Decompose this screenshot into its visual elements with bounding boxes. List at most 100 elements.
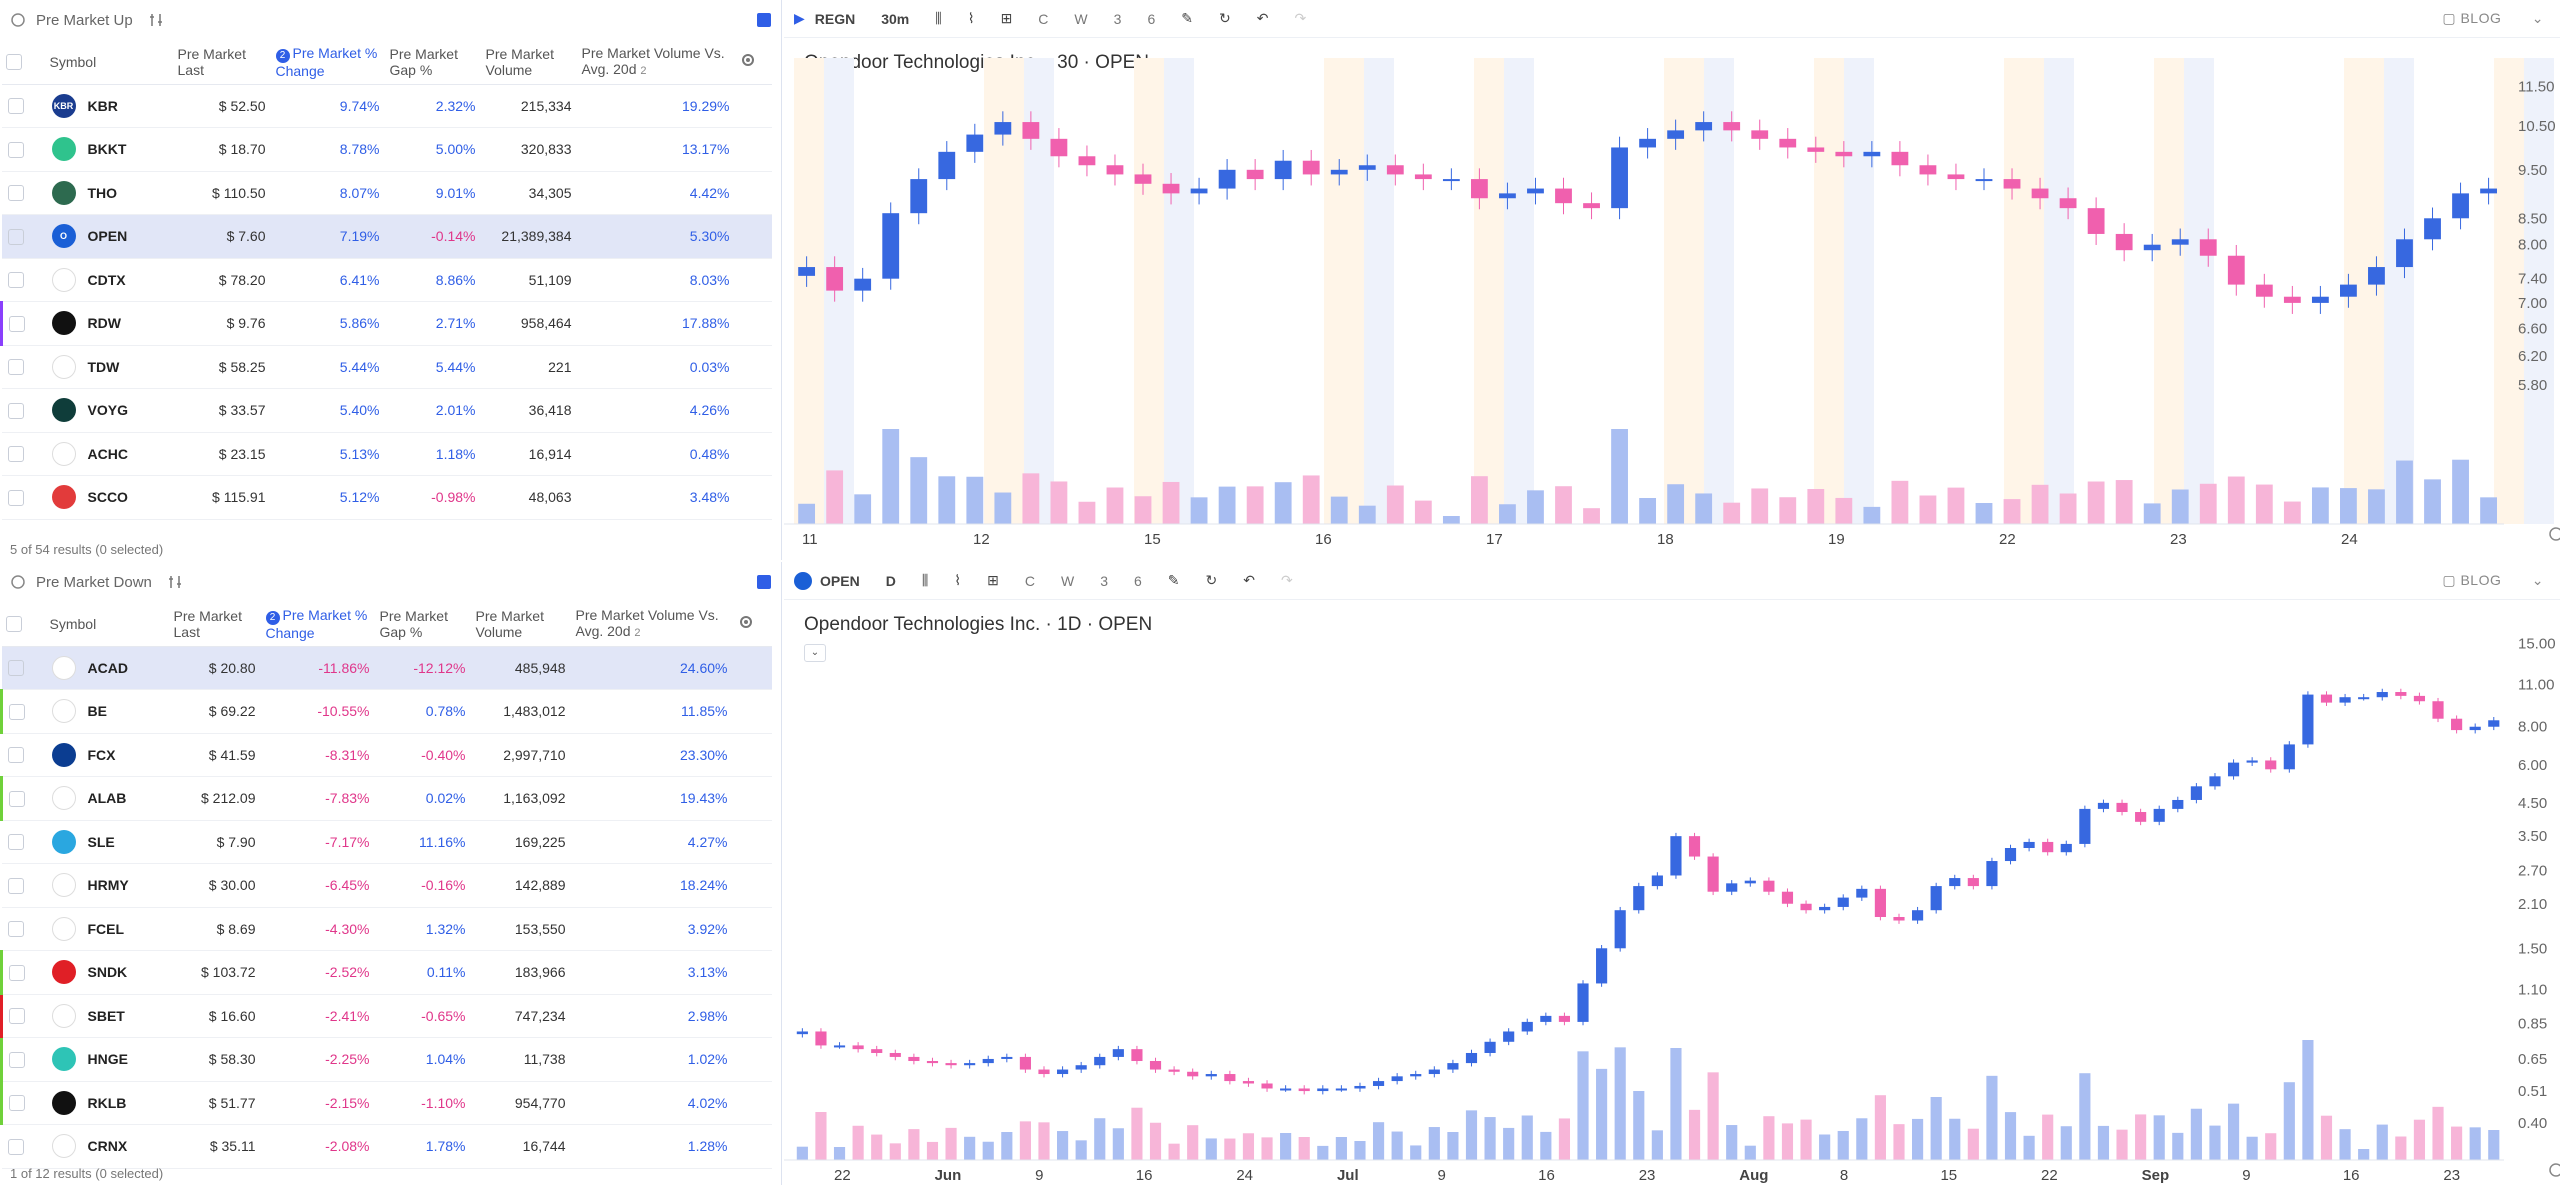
gear-icon[interactable]	[740, 52, 756, 68]
col-change[interactable]: 2 Pre Market % Change	[261, 602, 376, 647]
col-vol-avg[interactable]: Pre Market Volume Vs. Avg. 20d 2	[577, 40, 736, 85]
col-volume[interactable]: Pre Market Volume	[471, 602, 572, 647]
row-checkbox[interactable]	[7, 98, 24, 115]
undo-icon[interactable]: ↶	[1243, 572, 1255, 588]
row-checkbox[interactable]	[9, 703, 25, 720]
col-change[interactable]: 2 Pre Market % Change	[271, 40, 386, 85]
indicators-icon[interactable]: ⌇	[967, 10, 975, 26]
ticker-symbol[interactable]: RDW	[87, 315, 121, 332]
ticker-symbol[interactable]: ACAD	[87, 659, 128, 676]
row-checkbox[interactable]	[9, 315, 25, 332]
table-row[interactable]: SCCO $ 115.91 5.12% -0.98% 48,063 3.48%	[1, 475, 772, 520]
layout-3-button[interactable]: 3	[1113, 10, 1122, 27]
table-row[interactable]: FCEL $ 8.69 -4.30% 1.32% 153,550 3.92%	[1, 907, 772, 951]
row-checkbox[interactable]	[7, 921, 24, 938]
row-checkbox[interactable]	[7, 877, 24, 894]
layout-grid-icon[interactable]: ⊞	[987, 572, 999, 588]
ticker-symbol[interactable]: SCCO	[87, 489, 128, 506]
ticker-symbol[interactable]: FCEL	[87, 920, 125, 937]
table-row[interactable]: RKLB $ 51.77 -2.15% -1.10% 954,770 4.02%	[0, 1081, 772, 1125]
col-symbol[interactable]: Symbol	[45, 40, 174, 85]
refresh-icon[interactable]	[10, 12, 26, 28]
row-checkbox[interactable]	[7, 747, 24, 764]
table-row[interactable]: SBET $ 16.60 -2.41% -0.65% 747,234 2.98%	[0, 994, 772, 1038]
table-row[interactable]: FCX $ 41.59 -8.31% -0.40% 2,997,710 23.30%	[1, 733, 772, 777]
table-row[interactable]: THO $ 110.50 8.07% 9.01% 34,305 4.42%	[1, 171, 772, 215]
ticker-symbol[interactable]: ALAB	[87, 790, 127, 807]
row-checkbox[interactable]	[7, 228, 24, 245]
table-row[interactable]: ACHC $ 23.15 5.13% 1.18% 16,914 0.48%	[1, 432, 772, 476]
settings-sliders-icon[interactable]	[168, 575, 182, 589]
intraday-chart[interactable]: 11.50 10.50 9.50 8.50 8.00 7.40 7.00 6.60 6.20 5.…	[784, 38, 2560, 560]
ticker-symbol[interactable]: TDW	[87, 358, 120, 375]
row-checkbox[interactable]	[7, 446, 24, 463]
ticker-symbol[interactable]: THO	[87, 184, 118, 201]
compare-button[interactable]: C	[1024, 572, 1035, 589]
play-icon[interactable]: ▶	[794, 10, 805, 26]
undo-icon[interactable]: ↶	[1256, 10, 1269, 26]
layout-grid-icon[interactable]: ⊞	[1000, 10, 1013, 26]
table-row[interactable]: BKKT $ 18.70 8.78% 5.00% 320,833 13.17%	[1, 127, 772, 172]
chevron-down-icon[interactable]: ⌄	[804, 644, 826, 662]
draw-pencil-icon[interactable]: ✎	[1167, 572, 1180, 588]
col-last[interactable]: Pre Market Last	[173, 40, 272, 85]
table-row[interactable]: KBR KBR $ 52.50 9.74% 2.32% 215,334 19.29%	[1, 84, 772, 128]
row-checkbox[interactable]	[9, 964, 25, 981]
table-row[interactable]: RDW $ 9.76 5.86% 2.71% 958,464 17.88%	[0, 301, 772, 346]
row-checkbox[interactable]	[9, 1051, 25, 1068]
col-vol-avg[interactable]: Pre Market Volume Vs. Avg. 20d 2	[571, 602, 734, 647]
redo-icon[interactable]: ↷	[1280, 572, 1293, 588]
row-checkbox[interactable]	[7, 489, 24, 506]
refresh-icon[interactable]: ↻	[1205, 572, 1218, 588]
symbol-button[interactable]: OPEN	[820, 572, 860, 589]
ticker-symbol[interactable]: FCX	[87, 746, 116, 763]
table-row[interactable]: CDTX $ 78.20 6.41% 8.86% 51,109 8.03%	[1, 258, 772, 302]
table-row[interactable]: Be BE $ 69.22 -10.55% 0.78% 1,483,012 11.85%	[0, 689, 772, 734]
blog-dropdown[interactable]: ▢ BLOG ⌄	[2442, 10, 2544, 26]
ticker-symbol[interactable]: HNGE	[87, 1051, 128, 1068]
weekly-button[interactable]: W	[1074, 10, 1088, 27]
candle-type-icon[interactable]: ⫼	[935, 10, 942, 26]
col-gap[interactable]: Pre Market Gap %	[375, 602, 472, 647]
table-row[interactable]: HRMY $ 30.00 -6.45% -0.16% 142,889 18.24%	[1, 863, 772, 908]
col-gap[interactable]: Pre Market Gap %	[385, 40, 482, 85]
ticker-symbol[interactable]: VOYG	[87, 402, 128, 419]
candle-type-icon[interactable]: ⫼	[921, 572, 929, 588]
select-all-checkbox[interactable]	[5, 54, 22, 71]
ticker-symbol[interactable]: OPEN	[87, 228, 128, 245]
ticker-symbol[interactable]: CRNX	[87, 1138, 128, 1155]
ticker-symbol[interactable]: KBR	[87, 97, 118, 114]
indicators-icon[interactable]: ⌇	[954, 572, 962, 588]
compare-button[interactable]: C	[1038, 10, 1049, 27]
row-checkbox[interactable]	[9, 1008, 25, 1025]
table-row[interactable]: CRNX $ 35.11 -2.08% 1.78% 16,744 1.28%	[1, 1124, 772, 1169]
table-row[interactable]: SNDK $ 103.72 -2.52% 0.11% 183,966 3.13%	[0, 950, 772, 995]
layout-3-button[interactable]: 3	[1100, 572, 1108, 589]
row-checkbox[interactable]	[9, 1095, 25, 1112]
table-row[interactable]: ALAB $ 212.09 -7.83% 0.02% 1,163,092 19.43%	[0, 776, 772, 821]
ticker-symbol[interactable]: SLE	[87, 833, 115, 850]
row-checkbox[interactable]	[7, 359, 24, 376]
table-row[interactable]: VOYG $ 33.57 5.40% 2.01% 36,418 4.26%	[1, 388, 772, 433]
panel-color-tag[interactable]	[757, 13, 771, 27]
row-checkbox[interactable]	[7, 272, 24, 289]
row-checkbox[interactable]	[7, 660, 24, 677]
ticker-symbol[interactable]: BKKT	[87, 141, 127, 158]
daily-chart[interactable]: 15.00 11.00 8.00 6.00 4.50 3.50 2.70 2.10 1.50 1.…	[784, 600, 2560, 1185]
gear-icon[interactable]	[738, 614, 754, 630]
layout-6-button[interactable]: 6	[1147, 10, 1156, 27]
draw-pencil-icon[interactable]: ✎	[1181, 10, 1193, 26]
symbol-button[interactable]: REGN	[814, 10, 856, 27]
row-checkbox[interactable]	[7, 1138, 24, 1155]
row-checkbox[interactable]	[7, 141, 24, 158]
ticker-symbol[interactable]: SNDK	[87, 964, 128, 981]
table-row[interactable]: TDW $ 58.25 5.44% 5.44% 221 0.03%	[1, 345, 772, 389]
row-checkbox[interactable]	[7, 402, 24, 419]
settings-sliders-icon[interactable]	[149, 13, 163, 27]
row-checkbox[interactable]	[7, 185, 24, 202]
layout-6-button[interactable]: 6	[1133, 572, 1142, 589]
refresh-icon[interactable]: ↻	[1218, 10, 1231, 26]
panel-color-tag[interactable]	[757, 575, 771, 589]
ticker-symbol[interactable]: SBET	[87, 1007, 125, 1024]
ticker-symbol[interactable]: CDTX	[87, 271, 126, 288]
